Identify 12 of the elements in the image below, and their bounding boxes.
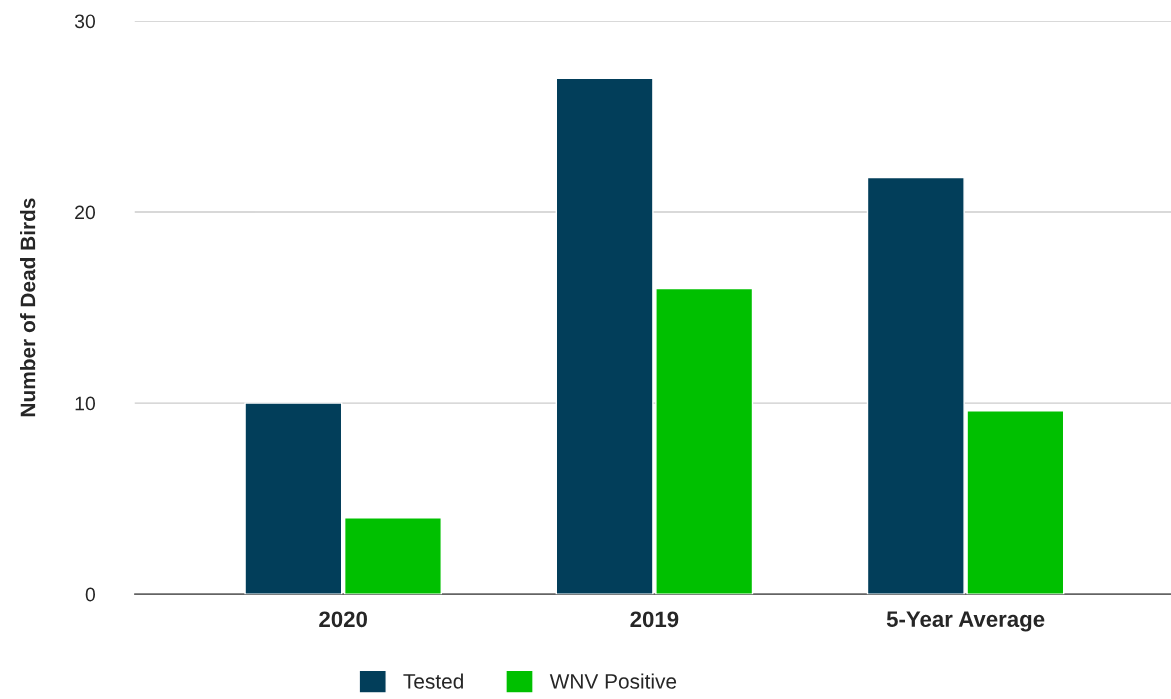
legend-label: WNV Positive	[549, 673, 677, 689]
y-tick-label: 30	[74, 14, 96, 29]
y-tick-label: 0	[85, 587, 96, 602]
x-tick-label: 5-Year Average	[886, 611, 1045, 632]
bar	[343, 517, 442, 595]
y-axis-title: Number of Dead Birds	[20, 198, 36, 417]
x-tick-label: 2020	[319, 611, 367, 628]
bar	[244, 402, 343, 595]
y-tick-label: 20	[75, 205, 96, 220]
legend-label: Tested	[403, 673, 463, 689]
y-tick-label: 10	[75, 396, 96, 411]
x-tick-label: 2019	[630, 611, 679, 628]
